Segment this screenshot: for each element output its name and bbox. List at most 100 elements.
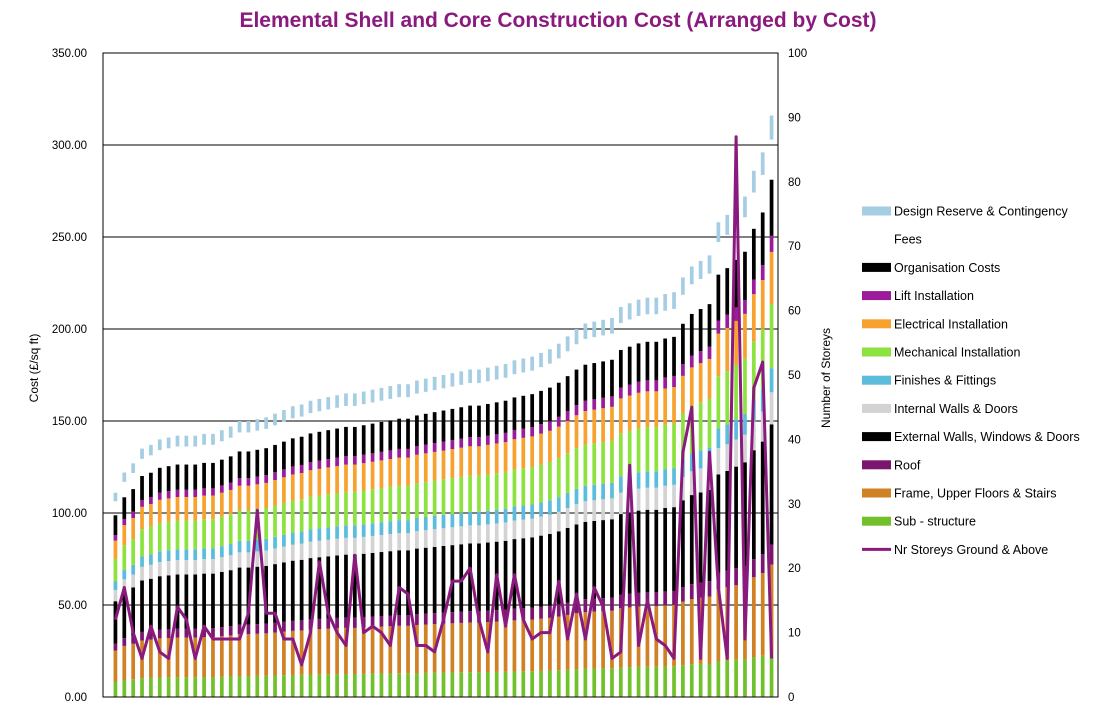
bar-segment — [672, 507, 676, 591]
bar-segment — [530, 537, 535, 608]
bar-segment — [663, 424, 668, 470]
bar-segment — [344, 554, 348, 618]
bar-segment — [317, 629, 322, 675]
bar-segment — [769, 392, 774, 425]
legend-label: Mechanical Installation — [894, 346, 1021, 360]
bar-segment — [406, 673, 410, 697]
bar-segment — [654, 666, 659, 697]
bar-segment — [184, 464, 189, 490]
bar-segment — [539, 670, 543, 697]
bar-segment — [592, 500, 597, 521]
bar-segment — [725, 371, 730, 425]
bar-segment — [237, 421, 242, 433]
bar-segment — [494, 523, 499, 542]
bar-segment — [423, 624, 428, 673]
bar-segment — [326, 494, 331, 528]
bar-segment — [663, 469, 668, 486]
bar-segment — [494, 402, 499, 435]
bar-segment — [175, 496, 180, 521]
bar-stack — [344, 393, 348, 697]
bar-stack — [415, 380, 419, 697]
bar-segment — [326, 527, 331, 540]
bar-segment — [716, 320, 721, 334]
bar-segment — [459, 476, 464, 513]
bar-segment — [202, 462, 206, 489]
bar-segment — [663, 338, 668, 378]
bar-segment — [264, 482, 269, 508]
bar-segment — [415, 624, 419, 673]
bar-segment — [743, 413, 747, 435]
legend-swatch — [862, 375, 891, 385]
bar-segment — [459, 438, 464, 448]
bar-segment — [672, 375, 676, 388]
bar-stack — [468, 369, 472, 697]
bar-segment — [734, 364, 738, 420]
bar-segment — [432, 613, 437, 625]
bar-segment — [149, 564, 153, 579]
bar-segment — [406, 448, 410, 458]
bar-stack — [503, 363, 508, 697]
bar-segment — [352, 617, 357, 628]
bar-segment — [166, 561, 171, 576]
bar-segment — [689, 453, 694, 472]
bar-segment — [734, 466, 738, 569]
bar-segment — [255, 624, 260, 634]
bar-stack — [113, 492, 118, 697]
bar-segment — [344, 464, 348, 492]
bar-segment — [264, 633, 269, 676]
bar-segment — [352, 673, 357, 697]
bar-segment — [211, 559, 215, 574]
bar-segment — [441, 441, 446, 451]
bar-stack — [308, 400, 313, 697]
bar-segment — [219, 557, 224, 572]
bar-segment — [681, 277, 685, 295]
bar-segment — [379, 673, 384, 697]
bar-segment — [290, 620, 295, 631]
bar-segment — [725, 444, 730, 471]
bar-segment — [751, 559, 756, 578]
bar-segment — [131, 564, 136, 575]
bar-segment — [228, 489, 233, 515]
bar-stack — [459, 371, 464, 697]
bar-segment — [352, 426, 357, 457]
bar-segment — [397, 384, 402, 398]
bar-segment — [468, 672, 472, 697]
bar-segment — [361, 425, 366, 455]
bar-segment — [388, 486, 393, 522]
bar-segment — [237, 634, 242, 677]
bar-segment — [255, 449, 260, 477]
bar-segment — [370, 389, 375, 403]
bar-segment — [530, 518, 535, 538]
bar-segment — [459, 447, 464, 477]
bar-segment — [406, 384, 410, 398]
bar-segment — [299, 404, 304, 417]
bar-segment — [618, 433, 623, 477]
bar-segment — [219, 459, 224, 486]
bar-segment — [423, 547, 428, 614]
bar-segment — [592, 321, 597, 338]
bar-segment — [751, 577, 756, 658]
bar-segment — [344, 393, 348, 406]
bar-segment — [565, 410, 570, 421]
bar-segment — [211, 637, 215, 678]
bar-segment — [548, 461, 552, 501]
bar-segment — [681, 500, 685, 588]
bar-segment — [734, 307, 738, 321]
bar-segment — [388, 521, 393, 535]
bar-segment — [530, 671, 535, 697]
bar-segment — [751, 228, 756, 280]
bar-segment — [760, 328, 765, 389]
bar-stack — [211, 433, 215, 697]
bar-segment — [760, 411, 765, 442]
bar-segment — [228, 626, 233, 636]
bar-segment — [601, 397, 605, 409]
legend-item: Sub - structure — [862, 515, 976, 529]
bar-segment — [228, 544, 233, 556]
bar-segment — [627, 593, 632, 608]
bar-segment — [157, 439, 162, 451]
bar-segment — [379, 451, 384, 461]
bar-segment — [122, 638, 127, 646]
bar-segment — [317, 618, 322, 630]
bar-segment — [140, 566, 144, 581]
bar-segment — [636, 592, 641, 607]
